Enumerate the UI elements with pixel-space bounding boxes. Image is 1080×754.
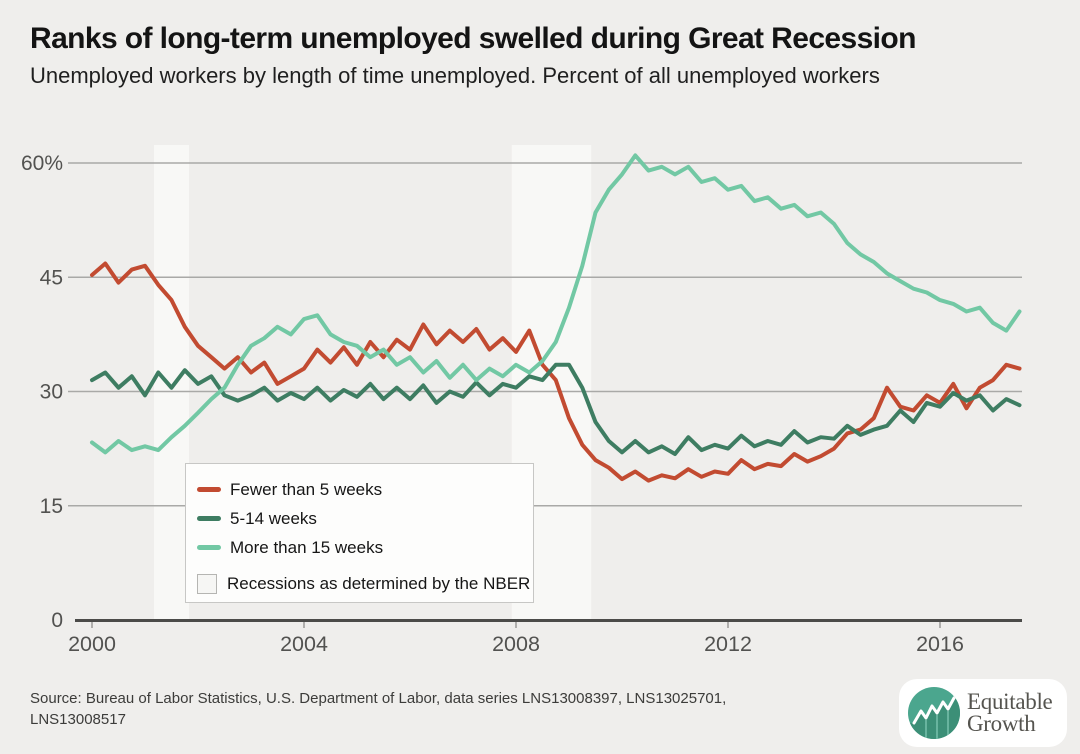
legend-label: More than 15 weeks xyxy=(230,537,384,557)
legend-label: Recessions as determined by the NBER xyxy=(227,573,531,593)
equitable-growth-logo: Equitable Growth xyxy=(899,679,1067,747)
legend-line-swatch-red xyxy=(197,487,221,492)
y-tick-label: 15 xyxy=(40,495,63,518)
legend-box: Fewer than 5 weeks 5-14 weeks More than … xyxy=(185,463,534,603)
x-tick-label: 2012 xyxy=(704,632,752,656)
logo-word-growth: Growth xyxy=(967,711,1036,736)
recession-band-swatch xyxy=(197,573,217,594)
y-tick-label: 0 xyxy=(51,609,63,632)
legend-item-fewer-than-5-weeks: Fewer than 5 weeks xyxy=(197,475,533,504)
legend-line-swatch-darkgreen xyxy=(197,516,221,521)
logo-word-equitable: Equitable xyxy=(967,689,1053,715)
x-tick-label: 2016 xyxy=(916,632,964,656)
y-tick-label: 45 xyxy=(40,266,63,289)
series-line-more-than-15-weeks xyxy=(90,153,1022,455)
y-tick-label: 60% xyxy=(21,152,63,175)
y-tick-label: 30 xyxy=(40,381,63,404)
legend-item-5-14-weeks: 5-14 weeks xyxy=(197,504,533,533)
legend-label: 5-14 weeks xyxy=(230,508,317,528)
chart-subtitle: Unemployed workers by length of time une… xyxy=(30,62,880,88)
chart-title: Ranks of long-term unemployed swelled du… xyxy=(30,22,916,55)
series-line-fewer-than-5-weeks xyxy=(90,261,1022,483)
series-line-5-14-weeks xyxy=(90,362,1022,456)
legend-item-nber-recessions: Recessions as determined by the NBER xyxy=(197,569,533,598)
x-tick-label: 2000 xyxy=(68,632,116,656)
growth-chart-circle-icon xyxy=(908,687,960,739)
logo-wordmark: Equitable Growth xyxy=(967,689,1053,736)
header: Ranks of long-term unemployed swelled du… xyxy=(30,22,1060,89)
x-tick-label: 2008 xyxy=(492,632,540,656)
source-note: Source: Bureau of Labor Statistics, U.S.… xyxy=(30,690,727,728)
recession-band xyxy=(154,145,189,620)
legend-line-swatch-lightgreen xyxy=(197,545,221,550)
legend-label: Fewer than 5 weeks xyxy=(230,479,383,499)
x-axis xyxy=(75,619,1022,628)
gridlines xyxy=(68,162,1022,507)
data-lines xyxy=(90,153,1022,483)
x-tick-label: 2004 xyxy=(280,632,328,656)
legend-item-more-than-15-weeks: More than 15 weeks xyxy=(197,533,533,562)
